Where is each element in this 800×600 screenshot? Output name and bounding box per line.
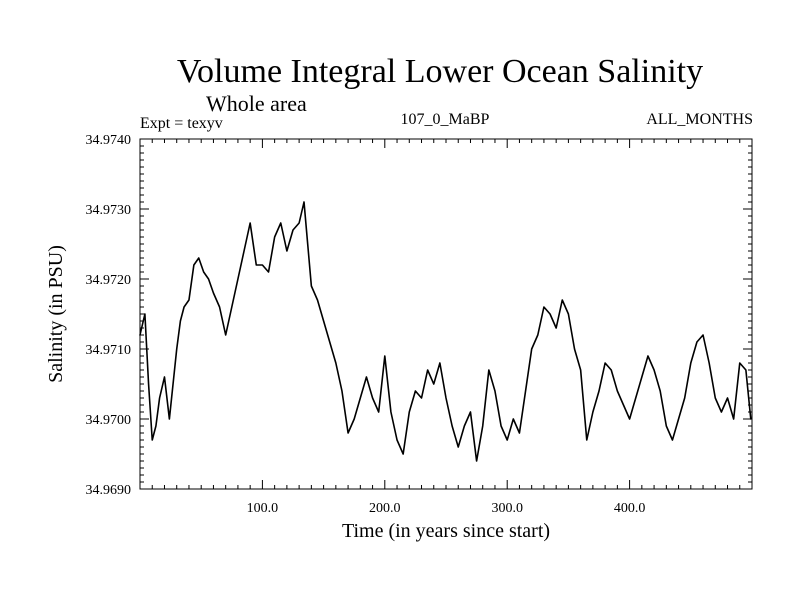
y-axis-ticks: 34.9690 34.9700 34.9710 34.9720 34.9730 34.97… bbox=[86, 133, 752, 498]
y-tick-label: 34.9690 bbox=[86, 483, 132, 498]
x-tick-label: 100.0 bbox=[247, 501, 279, 516]
experiment-period-label: 107_0_MaBP bbox=[401, 111, 490, 128]
experiment-label: Expt = texyv bbox=[140, 115, 223, 132]
y-tick-label: 34.9700 bbox=[86, 413, 132, 428]
x-axis-title: Time (in years since start) bbox=[342, 520, 550, 542]
y-tick-label: 34.9730 bbox=[86, 203, 132, 218]
x-axis-ticks: 100.0 200.0 300.0 400.0 bbox=[151, 139, 741, 516]
x-tick-label: 400.0 bbox=[614, 501, 646, 516]
chart-title: Volume Integral Lower Ocean Salinity bbox=[177, 53, 703, 90]
x-tick-label: 300.0 bbox=[491, 501, 523, 516]
y-tick-label: 34.9710 bbox=[86, 343, 132, 358]
months-label: ALL_MONTHS bbox=[646, 111, 753, 128]
chart-subtitle: Whole area bbox=[206, 91, 307, 116]
y-tick-label: 34.9740 bbox=[86, 133, 132, 148]
y-axis-title: Salinity (in PSU) bbox=[45, 245, 67, 383]
y-tick-label: 34.9720 bbox=[86, 273, 132, 288]
x-tick-label: 200.0 bbox=[369, 501, 401, 516]
salinity-series-line bbox=[139, 201, 752, 462]
